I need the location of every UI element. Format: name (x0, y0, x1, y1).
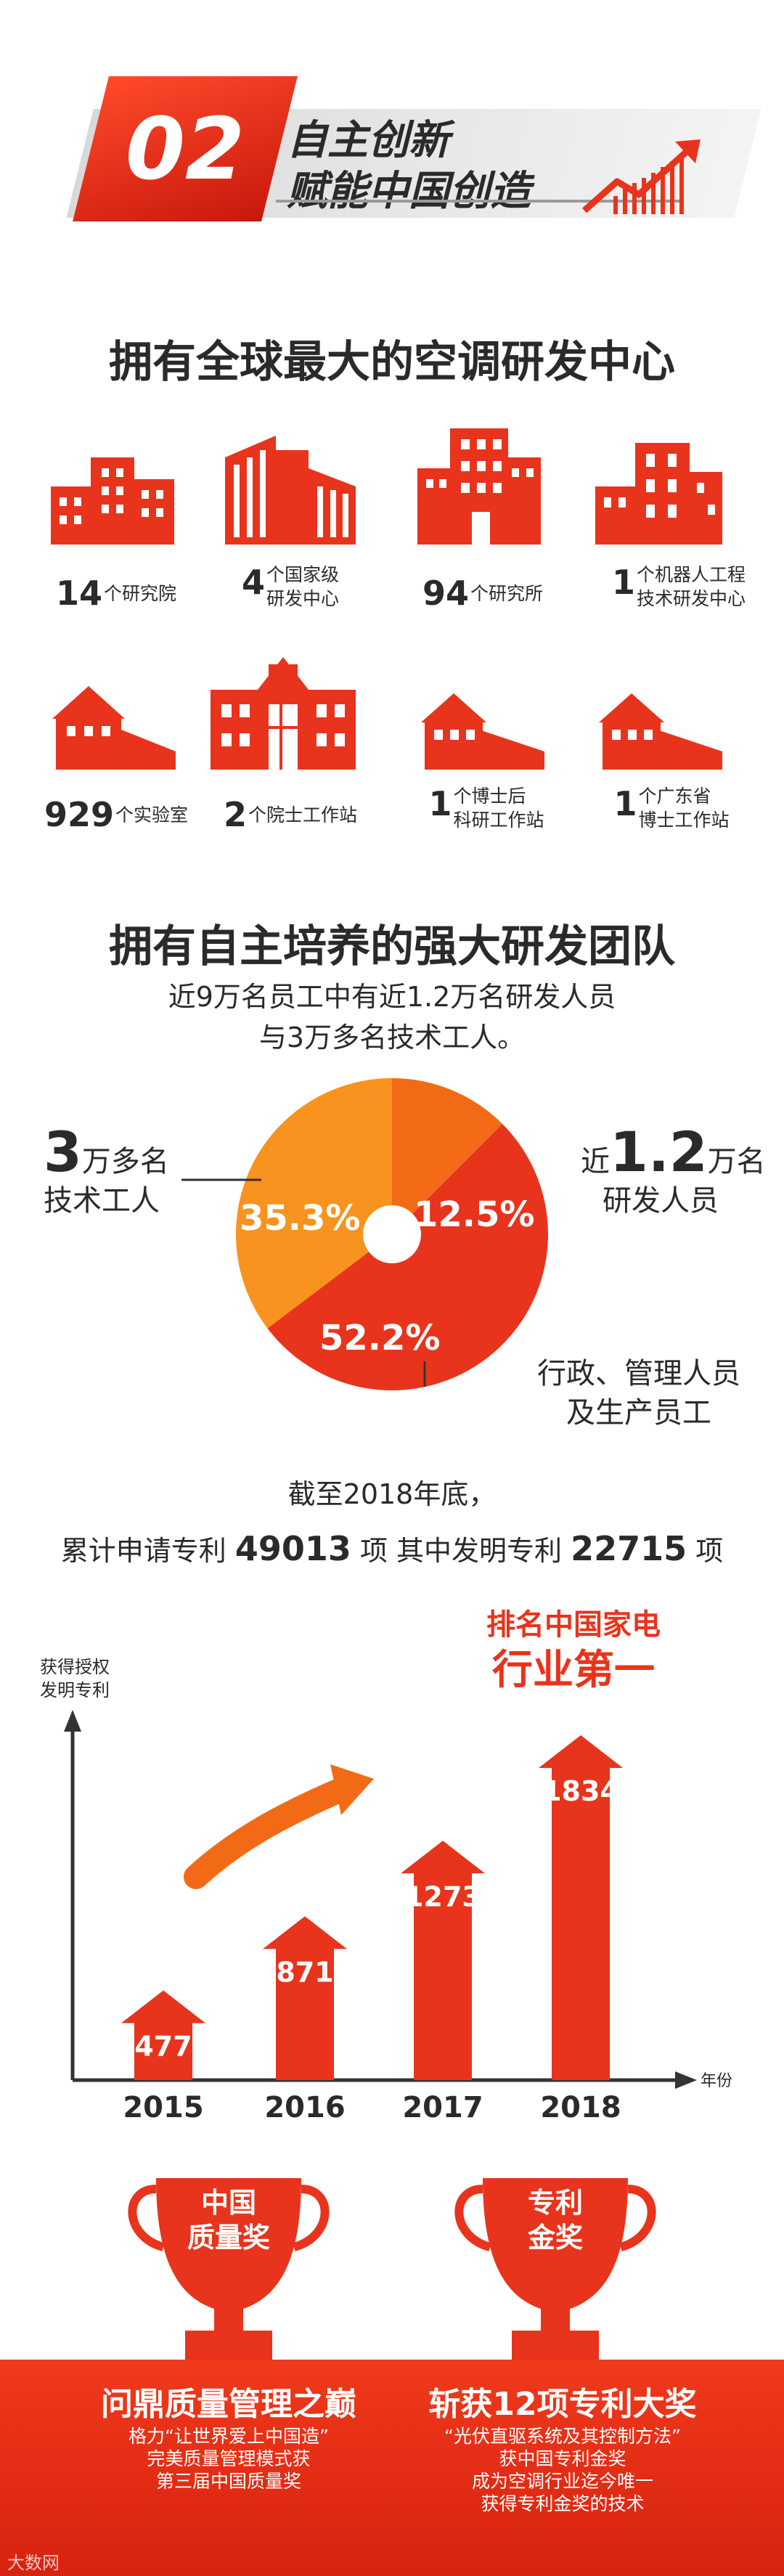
stat-academician-stations: 2个院士工作站 (223, 795, 358, 834)
team-subtitle-line2: 与3万多名技术工人。 (258, 1022, 526, 1053)
header-title-line2: 赋能中国创造 (287, 168, 531, 215)
bar-chart-ylabel: 获得授权 发明专利 (40, 1657, 110, 1700)
patent-bar-value: 1273 (404, 1880, 481, 1912)
x-axis-arrow-icon (675, 2071, 697, 2089)
team-subtitle-line1: 近9万名员工中有近1.2万名研发人员 (168, 981, 616, 1013)
pie-center-hole (363, 1205, 421, 1263)
year-2015: 2015 (123, 2091, 204, 2124)
bar-chart-xlabel: 年份 (701, 2072, 733, 2090)
header-title-line1: 自主创新 (287, 117, 449, 164)
patent-bar-value: 871 (276, 1956, 333, 1988)
stat-laboratories: 929个实验室 (44, 795, 189, 834)
postdoc-station-icon (421, 693, 544, 770)
section-number: 02 (125, 99, 245, 199)
patent-bar (121, 1990, 205, 2080)
patent-award-cup-text: 专利 金奖 (527, 2187, 583, 2254)
pie-label-researchers: 12.5% (414, 1194, 535, 1235)
patents-total-line: 累计申请专利 49013 项 其中发明专利 22715 项 (60, 1529, 724, 1568)
technicians-callout: 3万多名 技术工人 (44, 1120, 169, 1218)
pie-label-technicians: 35.3% (240, 1198, 361, 1239)
academician-station-icon (211, 657, 356, 770)
patent-bar (263, 1916, 347, 2080)
quality-award-desc: 格力“让世界爱上中国造” 完美质量管理模式获 第三届中国质量奖 (128, 2426, 329, 2492)
patent-bar-value: 477 (134, 2030, 192, 2062)
quality-award-trophy-icon (128, 2178, 330, 2360)
factory-building-icon (595, 443, 722, 545)
watermark: 大数网 (7, 2553, 60, 2573)
team-section-title: 拥有自主培养的强大研发团队 (109, 921, 675, 972)
skyscraper-icon (417, 428, 541, 545)
patent-award-trophy-icon (454, 2178, 656, 2360)
stat-doctor-stations: 1个广东省 博士工作站 (613, 784, 730, 831)
laboratory-icon (52, 686, 176, 770)
researchers-callout: 近1.2万名 研发人员 (581, 1120, 766, 1218)
patents-date-line: 截至2018年底， (287, 1478, 497, 1510)
admin-callout: 行政、管理人员 及生产员工 (537, 1357, 740, 1430)
patent-bar (401, 1841, 485, 2080)
growth-arrow-icon (582, 139, 701, 214)
office-tower-icon (225, 436, 356, 545)
ranking-line1: 排名中国家电 (486, 1608, 661, 1642)
technicians-leader-line (181, 1178, 261, 1181)
y-axis-arrow-icon (64, 1710, 81, 1732)
year-2018: 2018 (540, 2091, 621, 2124)
staff-pie-chart (236, 1078, 549, 1391)
patent-bar (539, 1735, 623, 2080)
header-underline (276, 200, 682, 203)
year-2017: 2017 (402, 2091, 483, 2124)
building-icon (51, 457, 174, 545)
patent-bar-chart: 477 871 1273 1834 (64, 1710, 697, 2089)
patent-bar-value: 1834 (542, 1775, 619, 1807)
quality-award-cup-text: 中国 质量奖 (187, 2187, 270, 2254)
stat-robot-center: 1个机器人工程 技术研发中心 (611, 563, 746, 609)
patent-award-title: 斩获12项专利大奖 (428, 2386, 697, 2423)
pie-slice (236, 1078, 392, 1329)
awards-footer-band (0, 2360, 784, 2576)
rd-section-title: 拥有全球最大的空调研发中心 (109, 337, 675, 388)
doctor-station-icon (599, 693, 722, 770)
growth-trend-arrow-icon (184, 1764, 374, 1889)
pie-slice (392, 1078, 503, 1234)
pie-label-admin: 52.2% (319, 1318, 441, 1358)
quality-award-title: 问鼎质量管理之巅 (101, 2386, 356, 2423)
stat-research-institutes: 14个研究院 (55, 574, 177, 613)
stat-research-labs: 94个研究所 (422, 574, 544, 613)
ranking-line2: 行业第一 (492, 1647, 655, 1694)
trophies-graphic (128, 2178, 656, 2360)
stat-national-rd-centers: 4个国家级 研发中心 (241, 563, 340, 609)
year-2016: 2016 (264, 2091, 346, 2124)
patent-award-desc: “光伏直驱系统及其控制方法” 获中国专利金奖 成为空调行业迄今唯一 获得专利金奖的技术 (444, 2426, 681, 2514)
stat-postdoc-stations: 1个博士后 科研工作站 (428, 784, 544, 831)
